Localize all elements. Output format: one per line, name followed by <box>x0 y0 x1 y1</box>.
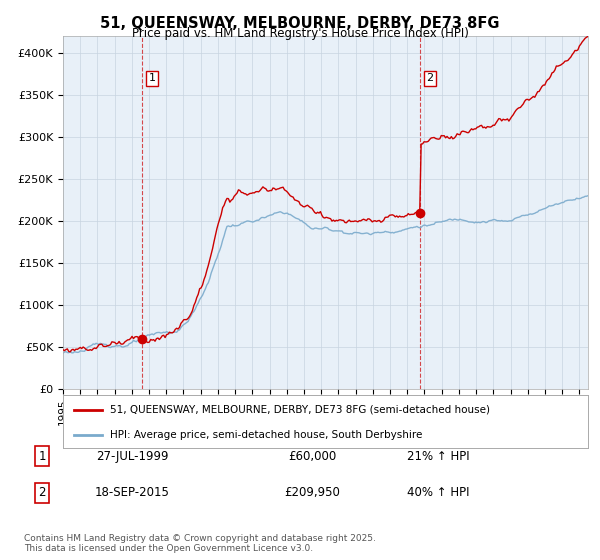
Text: 1: 1 <box>38 450 46 463</box>
Text: £209,950: £209,950 <box>284 486 340 500</box>
Text: 40% ↑ HPI: 40% ↑ HPI <box>407 486 469 500</box>
Text: HPI: Average price, semi-detached house, South Derbyshire: HPI: Average price, semi-detached house,… <box>110 430 422 440</box>
Text: 1: 1 <box>149 73 155 83</box>
Text: 21% ↑ HPI: 21% ↑ HPI <box>407 450 469 463</box>
Text: Contains HM Land Registry data © Crown copyright and database right 2025.
This d: Contains HM Land Registry data © Crown c… <box>24 534 376 553</box>
Text: Price paid vs. HM Land Registry's House Price Index (HPI): Price paid vs. HM Land Registry's House … <box>131 27 469 40</box>
Text: 51, QUEENSWAY, MELBOURNE, DERBY, DE73 8FG (semi-detached house): 51, QUEENSWAY, MELBOURNE, DERBY, DE73 8F… <box>110 405 490 415</box>
Text: £60,000: £60,000 <box>288 450 336 463</box>
Text: 18-SEP-2015: 18-SEP-2015 <box>95 486 169 500</box>
Text: 27-JUL-1999: 27-JUL-1999 <box>96 450 168 463</box>
Text: 2: 2 <box>38 486 46 500</box>
Text: 2: 2 <box>427 73 434 83</box>
Text: 51, QUEENSWAY, MELBOURNE, DERBY, DE73 8FG: 51, QUEENSWAY, MELBOURNE, DERBY, DE73 8F… <box>100 16 500 31</box>
